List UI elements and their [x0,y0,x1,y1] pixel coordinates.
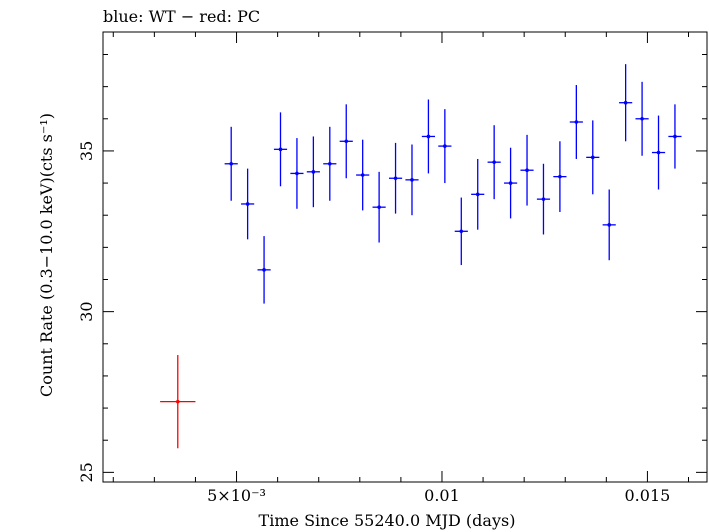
data-point [175,399,180,404]
data-point [344,139,349,144]
plot-frame [102,31,708,483]
y-axis-label: Count Rate (0.3−10.0 keV)(cts s⁻¹) [37,113,56,397]
data-point [459,229,464,234]
data-point [623,100,628,105]
data-point [475,192,480,197]
data-point [640,116,644,121]
data-point [492,160,496,164]
data-point [558,174,562,179]
y-tick-label: 30 [77,301,96,321]
x-tick-label: 5×10⁻³ [207,486,266,505]
data-point [656,150,661,155]
data-point [410,178,414,182]
chart-title: blue: WT − red: PC [103,7,260,26]
y-tick-label: 25 [77,462,96,482]
axis-ticks [103,32,707,482]
data-point [360,173,365,177]
data-point [525,168,529,173]
data-point [541,197,546,201]
data-point [311,170,316,174]
y-tick-label: 35 [77,141,96,161]
axis-tick-labels: 5×10⁻³ 0.01 0.015 25 30 35 [77,141,670,505]
data-point [229,161,233,166]
data-point [590,155,595,160]
data-point [295,171,299,176]
data-point [262,268,266,272]
data-point [278,147,283,152]
series-1 [160,355,196,449]
data-point [393,176,398,181]
data-point [673,134,677,139]
data-point [607,223,612,227]
x-tick-label: 0.015 [625,486,671,505]
data-series [160,64,682,449]
data-point [377,205,381,209]
data-point [443,144,447,148]
data-point [328,161,332,166]
series-0 [224,64,682,304]
x-axis-label: Time Since 55240.0 MJD (days) [259,511,516,530]
data-point [426,134,431,139]
x-tick-label: 0.01 [424,486,460,505]
data-point [574,120,579,124]
data-point [245,202,250,206]
data-point [508,181,513,185]
